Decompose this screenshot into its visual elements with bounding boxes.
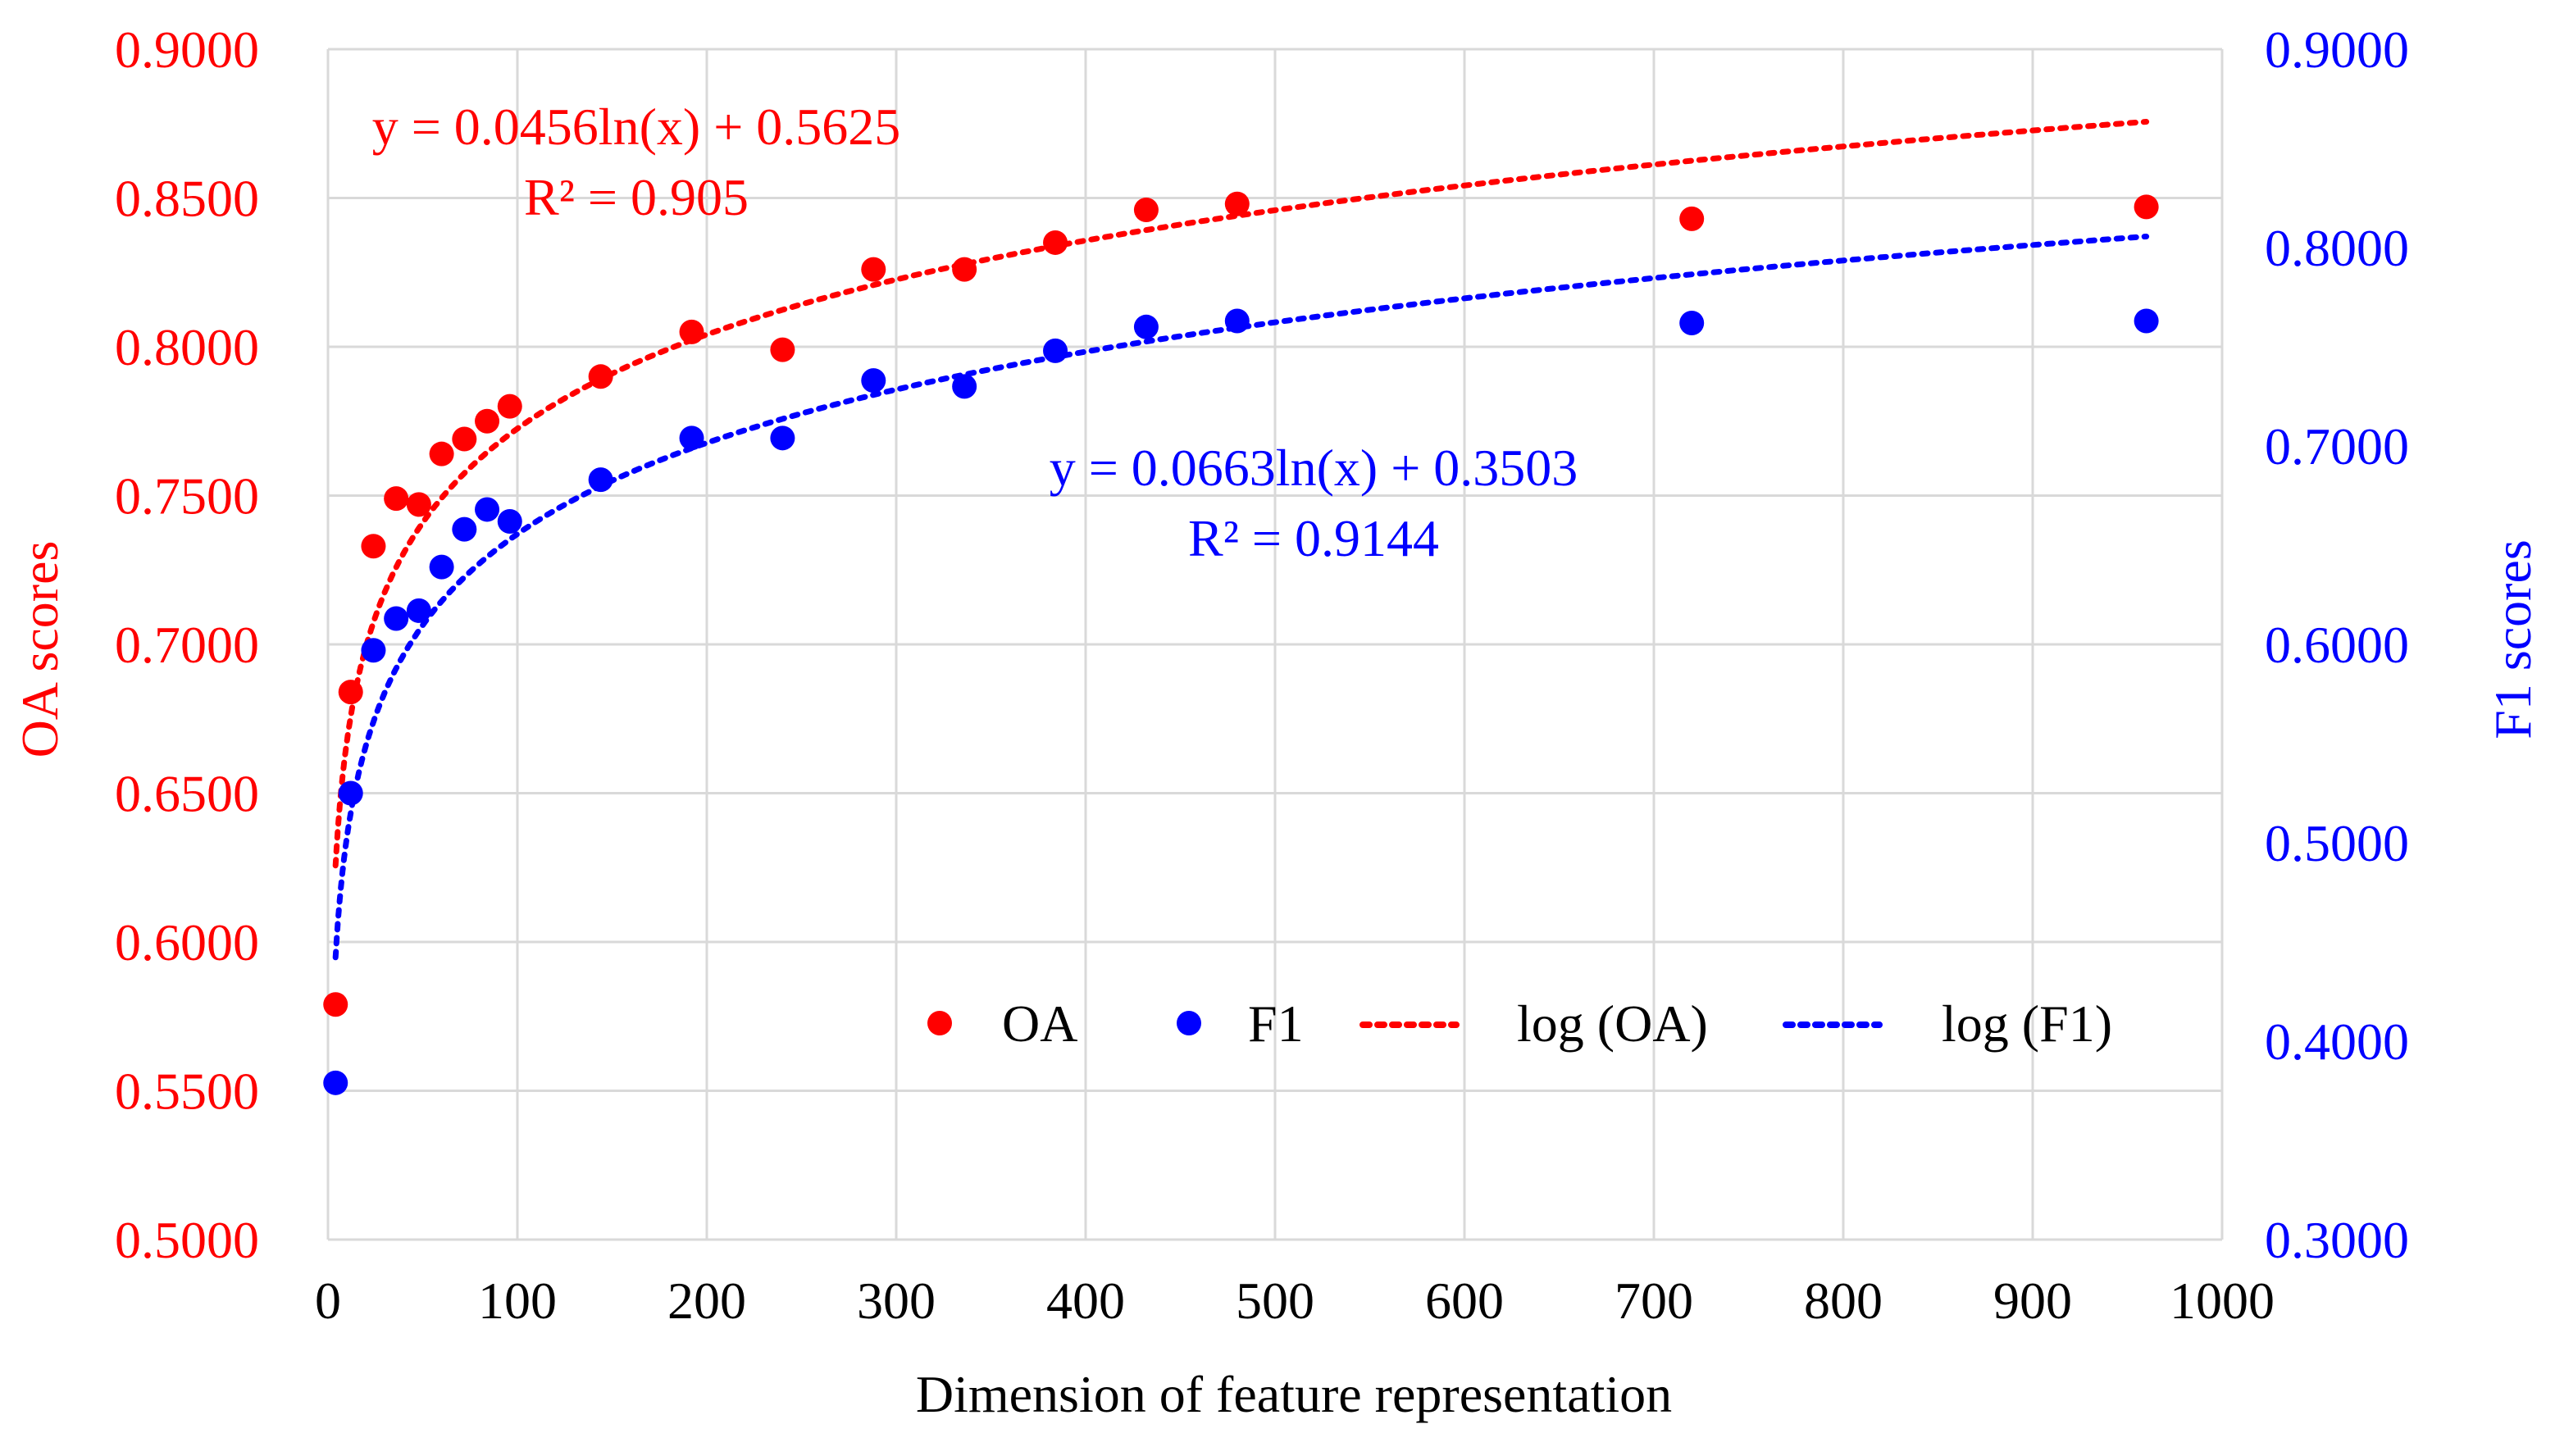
y-right-tick-label: 0.6000 [2265,616,2409,674]
legend-f1-marker [1177,1011,1201,1035]
f1-point [2134,308,2159,334]
f1-trend-equation: y = 0.0663ln(x) + 0.3503 [1050,439,1578,497]
oa-point [1043,230,1068,255]
oa-trend-r2: R² = 0.905 [524,168,749,226]
oa-point [588,364,613,389]
x-tick-label: 500 [1236,1272,1314,1330]
axes [326,49,2224,1241]
legend-log-oa-label: log (OA) [1517,994,1708,1053]
oa-point [475,408,500,434]
y-left-tick-label: 0.6000 [115,913,259,971]
y-right-tick-label: 0.3000 [2265,1211,2409,1269]
y-axis-title-left: OA scores [11,541,69,758]
x-tick-label: 0 [315,1272,341,1330]
x-tick-label: 300 [857,1272,936,1330]
oa-point [1224,191,1250,216]
oa-point [338,680,363,705]
y-right-tick-label: 0.9000 [2265,20,2409,79]
x-tick-label: 100 [478,1272,557,1330]
x-axis-title: Dimension of feature representation [916,1365,1672,1423]
y-right-tick-label: 0.8000 [2265,219,2409,277]
oa-point [952,257,977,282]
y-right-tick-label: 0.7000 [2265,417,2409,475]
oa-point [679,319,704,344]
legend-oa-label: OA [1002,994,1077,1053]
f1-point [861,368,886,394]
oa-point [384,486,409,512]
y-axis-title-right: F1 scores [2484,539,2542,739]
trendline-log-f1 [332,234,2150,961]
legend-log-f1-label: log (F1) [1942,994,2112,1053]
x-tick-label: 600 [1425,1272,1504,1330]
oa-point [361,534,386,559]
oa-trend-equation: y = 0.0456ln(x) + 0.5625 [372,98,901,156]
legend-oa-marker [927,1011,952,1035]
f1-point [1133,314,1159,339]
f1-point [384,606,409,631]
f1-point [497,508,522,534]
y-left-tick-label: 0.8000 [115,318,259,376]
f1-point [952,374,977,399]
y-left-tick-label: 0.5000 [115,1211,259,1269]
f1-point [1224,308,1250,334]
y-left-tick-label: 0.5500 [115,1062,259,1121]
x-tick-label: 400 [1046,1272,1125,1330]
grid [326,48,2224,1241]
x-tick-label: 900 [1993,1272,2072,1330]
f1-point [1679,310,1705,335]
oa-point [2134,194,2159,220]
y-left-tick-label: 0.8500 [115,170,259,228]
x-tick-label: 700 [1615,1272,1693,1330]
legend-f1-label: F1 [1248,994,1304,1053]
tick-labels: 0.5000 0.5500 0.6000 0.6500 0.7000 0.7500 0.80… [115,20,2409,1330]
f1-point [475,497,500,522]
y-right-tick-label: 0.4000 [2265,1012,2409,1071]
f1-point [323,1070,348,1095]
oa-point [770,337,795,362]
oa-point [1133,198,1159,223]
f1-point [429,554,454,580]
f1-trend-r2: R² = 0.9144 [1188,509,1439,567]
y-left-tick-label: 0.7000 [115,616,259,674]
y-right-tick-label: 0.5000 [2265,814,2409,872]
f1-point [588,467,613,493]
f1-point [361,638,386,663]
oa-point [323,992,348,1017]
x-tick-label: 800 [1804,1272,1883,1330]
oa-point [406,492,431,517]
f1-point [679,425,704,451]
oa-point [497,394,522,419]
f1-point [338,780,363,806]
f1-point [406,598,431,623]
f1-point [1043,338,1068,363]
oa-point [429,441,454,466]
data-points [323,191,2159,1095]
oa-point [452,426,477,452]
x-tick-label: 1000 [2170,1272,2275,1330]
oa-point [861,257,886,282]
x-tick-label: 200 [667,1272,746,1330]
oa-point [1679,206,1705,231]
legend: OA F1 log (OA) log (F1) [927,994,2112,1053]
y-left-tick-label: 0.7500 [115,467,259,526]
f1-point [770,425,795,451]
y-left-tick-label: 0.9000 [115,20,259,79]
y-left-tick-label: 0.6500 [115,765,259,823]
f1-point [452,516,477,542]
